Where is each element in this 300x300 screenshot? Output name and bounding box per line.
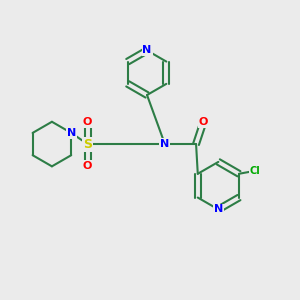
Text: S: S: [83, 138, 92, 151]
Text: N: N: [142, 45, 152, 56]
Text: N: N: [160, 139, 170, 149]
Text: N: N: [214, 204, 223, 214]
Text: O: O: [83, 161, 92, 171]
Text: Cl: Cl: [250, 166, 261, 176]
Text: N: N: [67, 128, 76, 138]
Text: O: O: [83, 117, 92, 127]
Text: O: O: [199, 117, 208, 127]
